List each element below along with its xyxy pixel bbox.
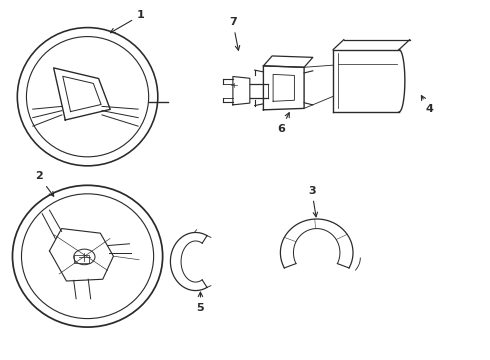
Text: 4: 4 <box>421 96 433 114</box>
Text: 1: 1 <box>110 10 145 33</box>
Text: 7: 7 <box>229 17 240 50</box>
Text: 3: 3 <box>308 186 318 217</box>
Text: 5: 5 <box>196 292 204 312</box>
Text: 2: 2 <box>35 171 54 196</box>
Text: 6: 6 <box>277 113 289 134</box>
